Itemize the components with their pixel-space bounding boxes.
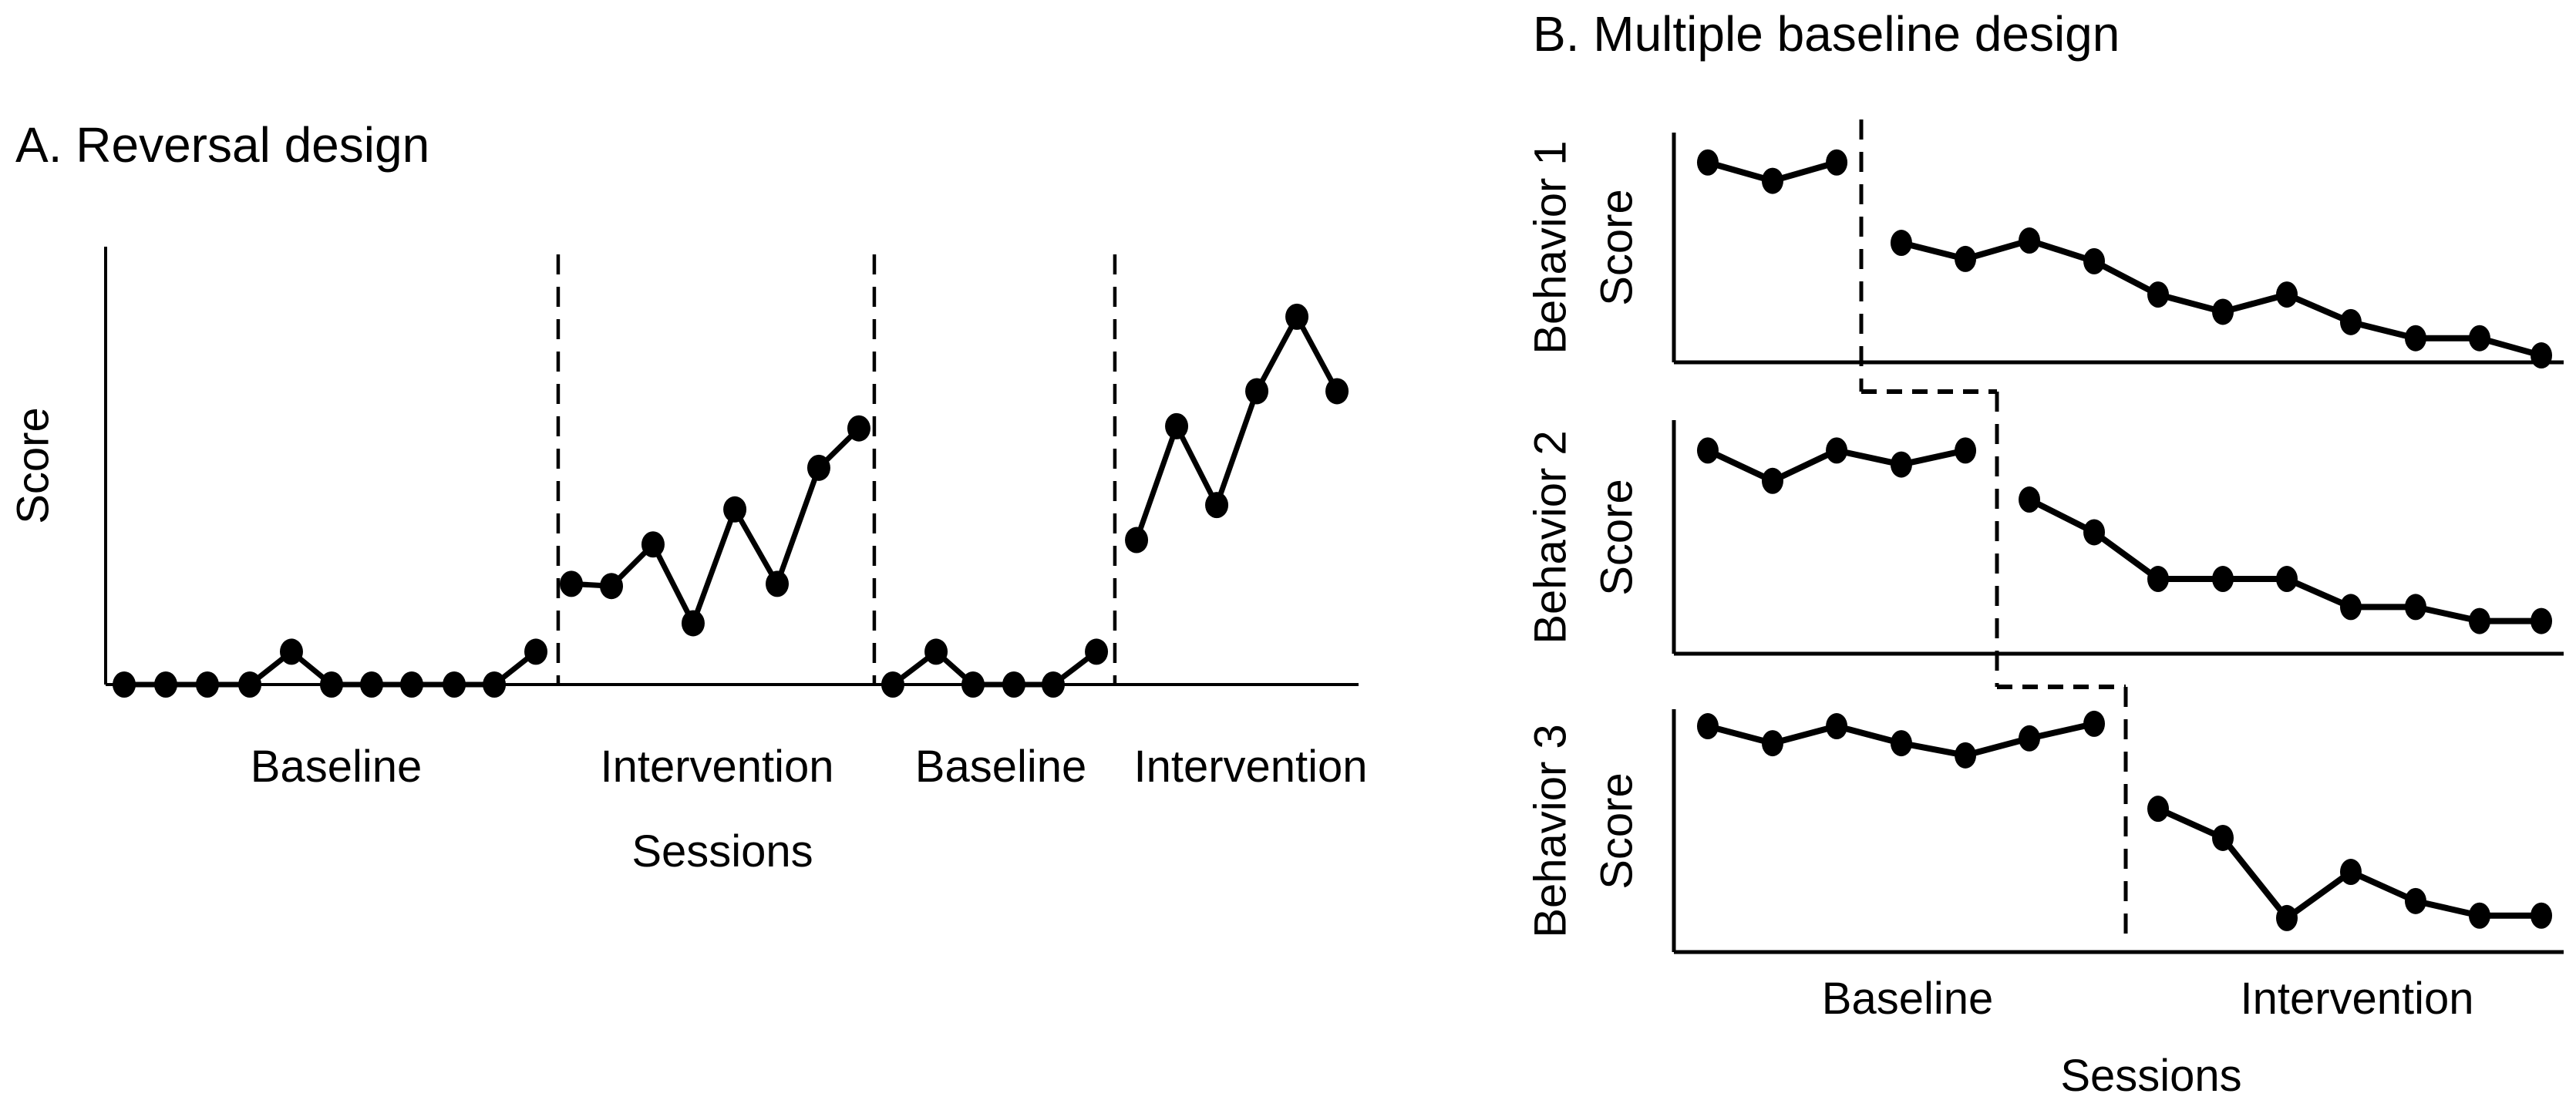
reversal-baseline-point-4 xyxy=(1002,671,1025,698)
reversal-intervention-point-1 xyxy=(1125,527,1149,554)
behavior-2-baseline-point-5 xyxy=(1955,437,1977,464)
reversal-baseline-point-2 xyxy=(924,638,948,665)
behavior-1-intervention-point-8 xyxy=(2339,308,2362,335)
reversal-baseline-point-4 xyxy=(238,671,262,698)
behavior-2-baseline-point-3 xyxy=(1826,437,1848,464)
reversal-baseline-point-6 xyxy=(319,671,343,698)
panel-b-phase-label-intervention: Intervention xyxy=(2240,974,2474,1024)
reversal-baseline-point-9 xyxy=(443,671,466,698)
behavior-3-baseline-point-2 xyxy=(1761,730,1783,757)
behavior-2-intervention-line-2 xyxy=(2026,496,2545,624)
panel-a-phase-label-intervention-2: Intervention xyxy=(1133,742,1368,792)
behavior-1-intervention-point-3 xyxy=(2019,227,2041,254)
behavior-3-baseline-point-4 xyxy=(1890,730,1912,757)
behavior-3-intervention-point-2 xyxy=(2212,824,2234,851)
behavior-2-intervention-point-3 xyxy=(2147,566,2170,593)
reversal-intervention-point-3 xyxy=(1205,492,1229,519)
behavior-3-intervention-point-1 xyxy=(2147,796,2170,823)
behavior-2-intervention-point-7 xyxy=(2404,594,2426,621)
reversal-intervention-point-6 xyxy=(766,570,789,597)
reversal-intervention-point-8 xyxy=(847,415,870,442)
panel-a-title: A. Reversal design xyxy=(15,117,430,173)
behavior-1-intervention-point-2 xyxy=(1955,245,1977,272)
behavior-3-baseline-point-7 xyxy=(2083,710,2106,737)
behavior-3-intervention-point-4 xyxy=(2339,859,2362,886)
behavior-3-baseline-point-5 xyxy=(1955,742,1977,769)
behavior-3-intervention-point-6 xyxy=(2468,902,2490,929)
behavior-3-baseline-point-6 xyxy=(2019,725,2041,752)
reversal-baseline-point-2 xyxy=(154,671,177,698)
reversal-baseline-point-5 xyxy=(1041,671,1065,698)
behavior-2-intervention-point-8 xyxy=(2468,607,2490,634)
panel-b-row2-ylabel: Score xyxy=(1591,479,1642,596)
panel-b-row1-ylabel: Score xyxy=(1591,189,1642,306)
reversal-baseline-point-5 xyxy=(279,638,303,665)
behavior-3-intervention-point-7 xyxy=(2531,902,2553,929)
behavior-1-intervention-point-9 xyxy=(2404,325,2426,352)
behavior-1-intervention-point-1 xyxy=(1890,230,1912,257)
reversal-intervention-point-5 xyxy=(1285,303,1309,330)
reversal-baseline-point-3 xyxy=(195,671,219,698)
behavior-1-intervention-point-11 xyxy=(2531,342,2553,369)
reversal-baseline-point-8 xyxy=(399,671,423,698)
panel-b-title: B. Multiple baseline design xyxy=(1533,6,2120,62)
reversal-baseline-point-1 xyxy=(881,671,904,698)
behavior-3-intervention-point-5 xyxy=(2404,887,2426,914)
reversal-baseline-point-1 xyxy=(113,671,136,698)
reversal-intervention-point-4 xyxy=(681,610,705,637)
behavior-2-intervention-point-1 xyxy=(2019,486,2041,513)
behavior-1-intervention-point-7 xyxy=(2275,281,2298,308)
behavior-3-intervention-point-3 xyxy=(2275,904,2298,931)
reversal-baseline-line-3 xyxy=(890,648,1099,688)
behavior-2-intervention-point-4 xyxy=(2212,566,2234,593)
panel-b-row3-label: Behavior 3 xyxy=(1525,724,1576,938)
reversal-intervention-point-7 xyxy=(806,454,830,481)
behavior-3-baseline-point-1 xyxy=(1696,713,1719,740)
reversal-intervention-point-3 xyxy=(641,531,665,558)
panel-b-row2-label: Behavior 2 xyxy=(1525,430,1576,644)
behavior-1-intervention-point-5 xyxy=(2147,281,2170,308)
behavior-1-intervention-point-4 xyxy=(2083,247,2106,274)
behavior-2-baseline-point-1 xyxy=(1696,437,1719,464)
reversal-baseline-point-6 xyxy=(1085,638,1109,665)
behavior-1-intervention-line-2 xyxy=(1897,237,2545,359)
behavior-1-baseline-point-2 xyxy=(1761,167,1783,194)
reversal-intervention-point-2 xyxy=(600,573,624,600)
reversal-intervention-point-4 xyxy=(1245,378,1269,405)
behavior-2-intervention-point-6 xyxy=(2339,594,2362,621)
panel-b-row1-label: Behavior 1 xyxy=(1525,140,1576,355)
panel-b-row3-ylabel: Score xyxy=(1591,772,1642,890)
reversal-baseline-point-3 xyxy=(961,671,985,698)
reversal-intervention-line-4 xyxy=(1133,314,1340,543)
panel-a-phase-label-baseline-2: Baseline xyxy=(914,742,1087,792)
behavior-1-intervention-point-10 xyxy=(2468,325,2490,352)
reversal-intervention-point-2 xyxy=(1165,412,1189,439)
reversal-baseline-point-7 xyxy=(359,671,383,698)
panel-a-ylabel: Score xyxy=(8,407,59,524)
reversal-intervention-point-6 xyxy=(1325,378,1349,405)
behavior-2-intervention-point-9 xyxy=(2531,607,2553,634)
panel-a-phase-label-intervention-1: Intervention xyxy=(600,742,834,792)
behavior-1-baseline-point-3 xyxy=(1826,149,1848,176)
behavior-1-baseline-point-1 xyxy=(1696,149,1719,176)
behavior-3-baseline-point-3 xyxy=(1826,713,1848,740)
panel-b-xlabel: Sessions xyxy=(2060,1051,2242,1101)
reversal-baseline-point-10 xyxy=(483,671,507,698)
panel-b-phase-label-baseline: Baseline xyxy=(1821,974,1994,1024)
behavior-1-intervention-point-6 xyxy=(2212,298,2234,325)
reversal-intervention-point-5 xyxy=(723,496,747,523)
reversal-baseline-point-11 xyxy=(524,638,548,665)
behavior-2-intervention-point-5 xyxy=(2275,566,2298,593)
reversal-intervention-point-1 xyxy=(560,570,584,597)
behavior-2-baseline-point-2 xyxy=(1761,467,1783,494)
behavior-2-baseline-point-4 xyxy=(1890,451,1912,478)
behavior-2-intervention-point-2 xyxy=(2083,519,2106,546)
panel-a-xlabel: Sessions xyxy=(631,826,813,877)
panel-a-phase-label-baseline-1: Baseline xyxy=(250,742,423,792)
